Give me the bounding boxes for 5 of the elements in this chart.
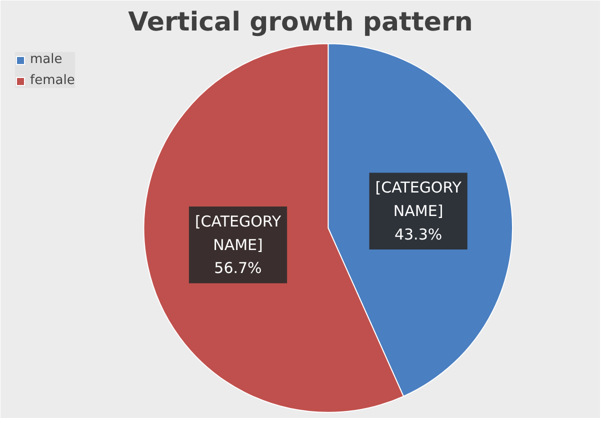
legend-label: male (30, 52, 62, 67)
data-label: [CATEGORY NAME] 56.7% (194, 212, 282, 278)
chart-title: Vertical growth pattern (128, 8, 473, 38)
legend-label: female (30, 73, 75, 88)
data-label: [CATEGORY NAME] 43.3% (375, 178, 462, 244)
